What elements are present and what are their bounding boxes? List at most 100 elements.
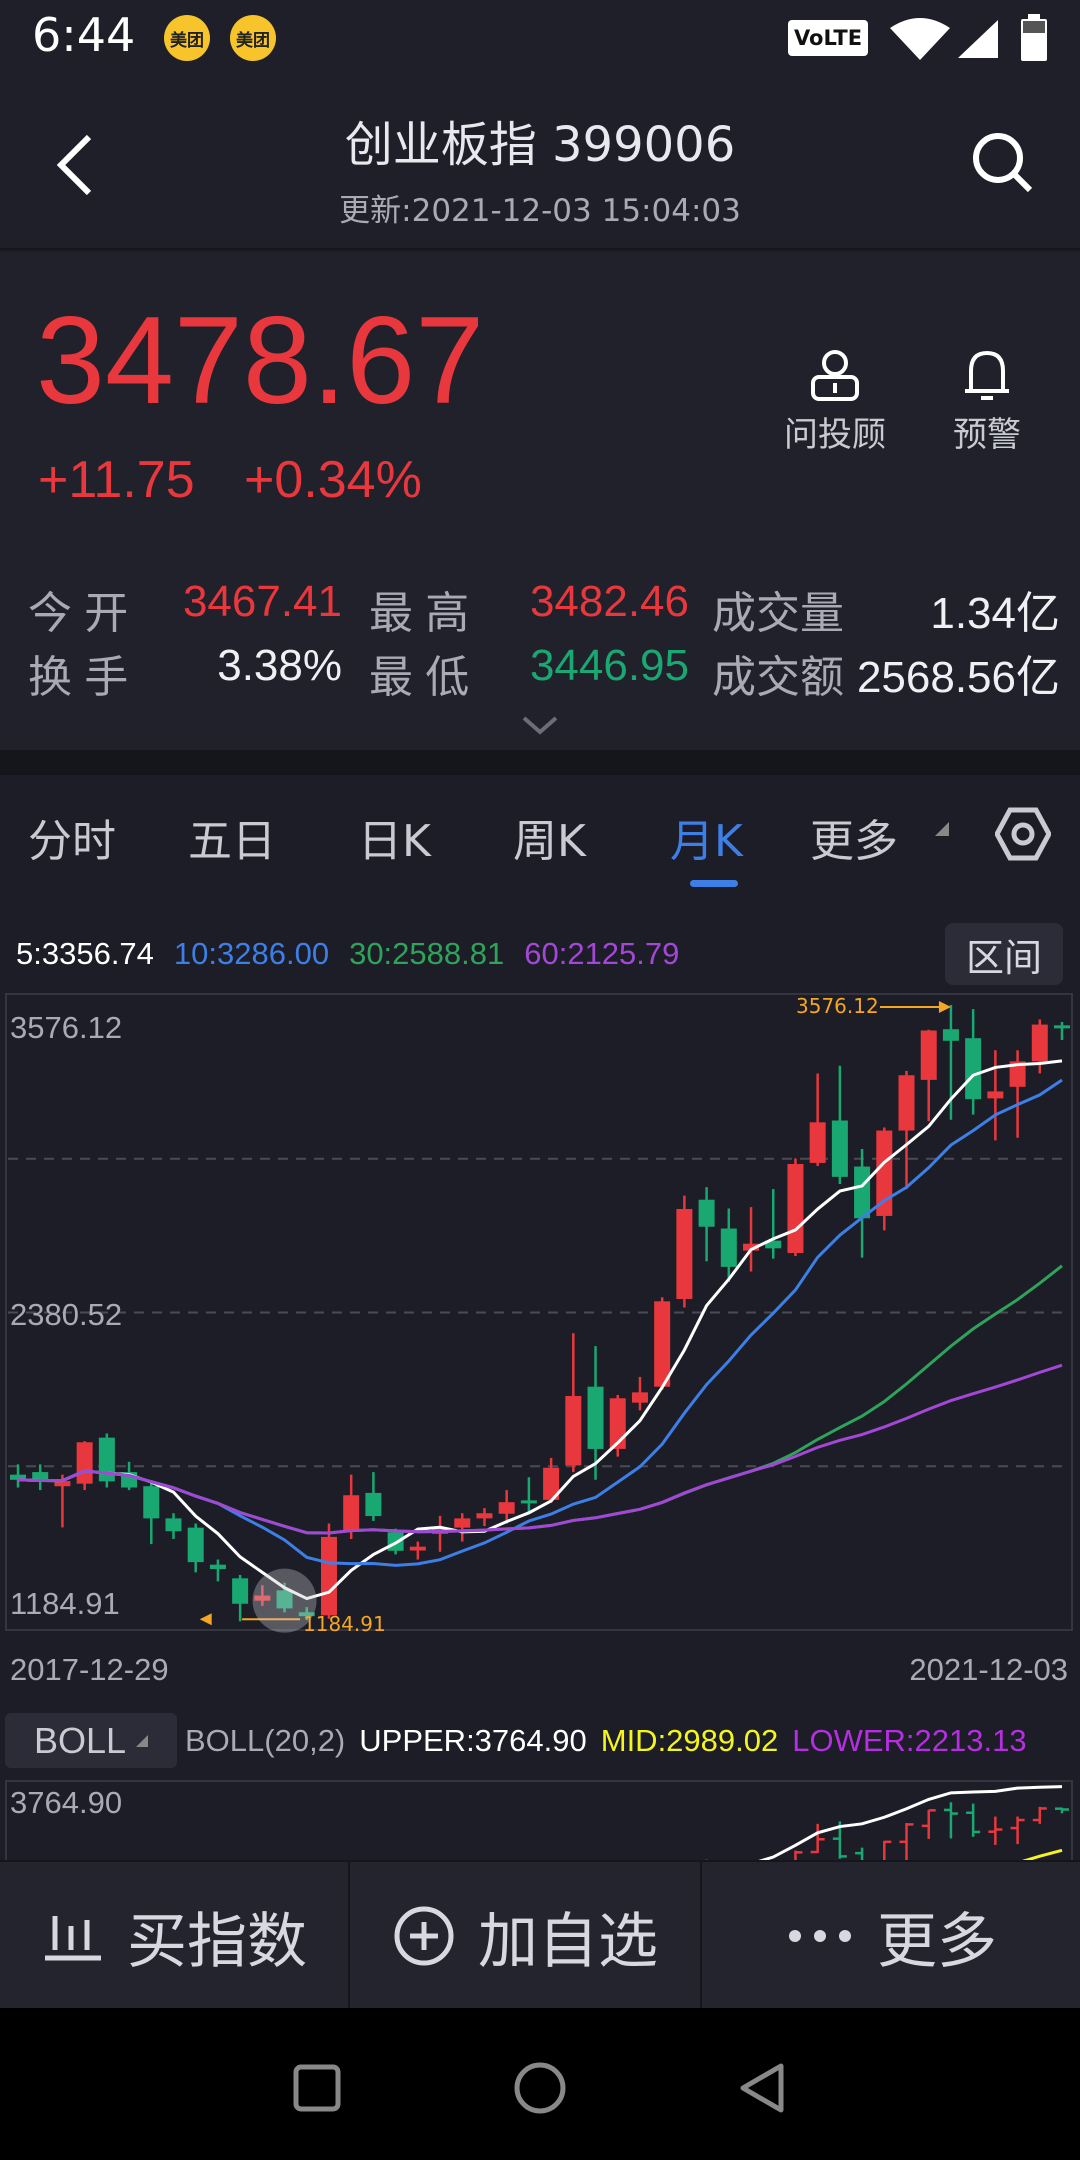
x-label-end: 2021-12-03 [909, 1652, 1068, 1687]
candle-down [765, 1240, 782, 1249]
boll-border [5, 1780, 1073, 1860]
candle-up [498, 1502, 515, 1514]
recent-apps-icon[interactable] [292, 2063, 342, 2113]
stat-label: 今 开 [28, 589, 129, 638]
y-label-max: 3576.12 [10, 1010, 123, 1045]
y-label-min: 1184.91 [10, 1586, 120, 1621]
more-button[interactable]: 更多 [702, 1862, 1080, 2010]
chart-border [5, 993, 1073, 1631]
divider [348, 1862, 350, 2010]
range-button[interactable]: 区间 [945, 923, 1063, 985]
add-watchlist-label: 加自选 [478, 1906, 658, 1977]
indicator-selector-label: BOLL [33, 1719, 127, 1761]
meituan-notification-icon: 美团 [164, 15, 210, 61]
status-time: 6:44 [32, 8, 136, 62]
candle-up [565, 1395, 582, 1466]
divider [0, 750, 1080, 775]
candle-up [898, 1075, 915, 1131]
price-change-percent: +0.34% [244, 451, 422, 509]
stat-value: 3446.95 [529, 641, 689, 690]
candle-up [920, 1030, 937, 1080]
tab-3[interactable]: 周K [513, 816, 586, 867]
candle-down [32, 1472, 49, 1482]
add-watchlist-button[interactable]: 加自选 [350, 1862, 700, 2010]
stat-value: 3482.46 [529, 577, 689, 626]
candle-down [209, 1564, 226, 1570]
candle-up [1009, 1061, 1026, 1087]
battery-icon [1021, 14, 1047, 61]
candle-up [809, 1122, 826, 1163]
kline-chart[interactable] [0, 990, 1080, 1640]
volte-icon: VoLTE [788, 20, 868, 56]
boll-upper-line [758, 1785, 1063, 1860]
more-dots-icon [789, 1930, 851, 1942]
candle-up [454, 1518, 471, 1528]
candle-up [654, 1301, 671, 1387]
dropdown-icon [136, 1734, 149, 1747]
candle-up [409, 1546, 426, 1551]
status-bar: 6:44 美团 美团 VoLTE [0, 0, 1080, 75]
candle-down [98, 1437, 115, 1482]
candle-up [343, 1495, 360, 1530]
bell-icon [965, 350, 1009, 400]
stat-label: 成交量 [712, 589, 844, 638]
candle-down [831, 1120, 848, 1177]
bar-chart-icon [45, 1916, 101, 1961]
candle-down [143, 1486, 160, 1519]
buy-index-button[interactable]: 买指数 [0, 1862, 348, 2010]
candle-down [520, 1500, 537, 1504]
stat-label: 成交额 [712, 653, 844, 702]
ma60-line [17, 1363, 1063, 1535]
indicator-selector[interactable]: BOLL [5, 1713, 177, 1768]
alert-button[interactable]: 预警 [927, 347, 1047, 456]
tab-4[interactable]: 月K [670, 816, 743, 867]
candle-down [1054, 1025, 1070, 1029]
candle-down [276, 1590, 293, 1609]
back-arrow-icon[interactable] [55, 133, 95, 197]
advisor-label: 问投顾 [784, 415, 886, 455]
price-change: +11.75 [38, 451, 195, 509]
stat-value: 1.34亿 [930, 589, 1060, 638]
candle-down [698, 1199, 715, 1227]
tab-2[interactable]: 日K [358, 816, 431, 867]
y-label-mid: 2380.52 [10, 1297, 123, 1332]
alert-label: 预警 [953, 415, 1021, 455]
x-label-start: 2017-12-29 [10, 1652, 169, 1687]
home-icon[interactable] [513, 2061, 567, 2115]
candle-up [476, 1513, 493, 1519]
stat-label: 换 手 [28, 653, 129, 702]
candle-up [631, 1392, 648, 1403]
candle-up [676, 1208, 693, 1300]
advisor-icon [811, 350, 859, 401]
search-icon[interactable] [970, 130, 1036, 196]
boll-chart[interactable] [0, 1780, 1080, 1860]
expand-chevron-icon[interactable] [520, 714, 560, 738]
ma5-value: 5:3356.74 [16, 936, 154, 971]
candle-up [787, 1163, 804, 1253]
candle-down [942, 1029, 959, 1041]
page-title: 创业板指 399006 [344, 117, 736, 173]
candle-down [187, 1527, 204, 1563]
candle-down [587, 1386, 604, 1449]
plus-circle-icon [394, 1906, 454, 1966]
boll-params: BOLL(20,2) [185, 1723, 346, 1758]
candle-up [54, 1481, 71, 1487]
tab-1[interactable]: 五日 [188, 816, 276, 867]
ma30-value: 30:2588.81 [349, 936, 505, 971]
tab-0[interactable]: 分时 [28, 816, 116, 867]
header: 创业板指 399006 更新:2021-12-03 15:04:03 [0, 75, 1080, 250]
wifi-icon [890, 18, 950, 60]
back-icon[interactable] [735, 2061, 789, 2115]
candle-up [743, 1243, 760, 1251]
advisor-button[interactable]: 问投顾 [775, 347, 895, 456]
system-nav-bar [0, 2008, 1080, 2160]
boll-upper: UPPER:3764.90 [359, 1723, 587, 1758]
touch-indicator [252, 1568, 317, 1633]
bottom-action-bar: 买指数 加自选 更多 [0, 1860, 1080, 2010]
boll-mid: MID:2989.02 [600, 1723, 779, 1758]
tab-5[interactable]: 更多 [810, 816, 898, 867]
boll-y-label: 3764.90 [10, 1785, 123, 1820]
stat-value: 3467.41 [182, 577, 342, 626]
settings-hexagon-icon[interactable] [995, 806, 1051, 862]
divider [700, 1862, 702, 2010]
